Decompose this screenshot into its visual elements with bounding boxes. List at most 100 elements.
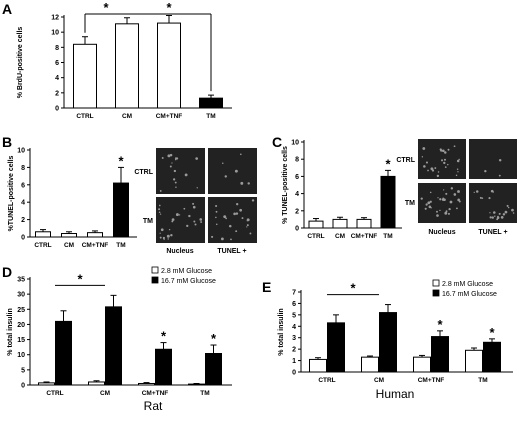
y-axis-label-b: %TUNEL-positive cells [8, 155, 15, 231]
cell-dot [443, 158, 447, 161]
bar-d-cm-s1 [105, 306, 122, 386]
x-category-label-e: CTRL [318, 377, 335, 384]
significance-star-d: * [161, 329, 167, 344]
y-axis-label-a: % BrdU-positive cells [17, 27, 24, 99]
x-category-label-e: TM [478, 377, 487, 384]
y-tick-label-d: 15 [17, 337, 25, 344]
bracket-star-e: * [350, 281, 356, 296]
cell-dot [500, 216, 504, 219]
cell-dot [159, 213, 162, 215]
chart-a: 0 2 4 6 8 10 12 % BrdU-positive cells CTRL CM CM+T… [17, 0, 232, 120]
y-tick-label-a: 8 [55, 45, 59, 52]
cell-dot [167, 154, 171, 158]
cell-dot [447, 212, 450, 215]
micrograph-b-tm-tunel [208, 197, 257, 243]
significance-star-e: * [437, 317, 443, 332]
y-tick-label-e: 2 [292, 347, 296, 354]
cell-dot [491, 216, 494, 219]
micrograph-b-ctrl-nucleus [156, 148, 205, 194]
micrograph-b-ctrl-tunel [208, 148, 257, 194]
cell-dot [225, 217, 227, 220]
micrograph-c-tm-tunel [469, 183, 517, 223]
significance-star-d: * [211, 331, 217, 346]
micrograph-c-row-tm: TM [405, 200, 415, 207]
y-tick-label-a: 6 [55, 60, 59, 67]
y-tick-label-b: 2 [21, 217, 25, 224]
cell-dot [239, 208, 243, 212]
micrograph-c-row-ctrl: CTRL [396, 157, 415, 164]
x-category-label-b: CTRL [34, 242, 51, 249]
cell-dot [228, 224, 232, 228]
micrograph-grid-c: CTRL TM Nucleus TUNEL + [396, 139, 517, 236]
y-tick-label-b: 4 [21, 200, 25, 207]
cell-dot [425, 203, 428, 206]
legend-label-e: 2.8 mM Glucose [442, 281, 493, 288]
cell-dot [171, 220, 174, 223]
cell-dot [172, 178, 176, 181]
cell-dot [233, 212, 236, 216]
cell-dot [236, 203, 239, 206]
cell-dot [496, 218, 499, 221]
cell-dot [443, 161, 446, 165]
micrograph-c-tm-nucleus [418, 183, 466, 223]
bar-b-cmtnf [87, 232, 103, 238]
cell-dot [166, 234, 170, 238]
cell-dot [158, 208, 161, 211]
x-category-label-a: CM+TNF [156, 113, 183, 120]
cell-dot [444, 166, 447, 168]
bar-c-cmtnf [356, 218, 372, 229]
y-tick-label-d: 20 [17, 322, 25, 329]
cell-dot [425, 161, 429, 164]
cell-dot [489, 216, 492, 219]
cell-dot [174, 158, 177, 161]
cell-dot [230, 238, 232, 241]
chart-b: 0 2 4 6 8 10%TUNEL-positive cells CTRL CM CM+TNF… [8, 148, 137, 249]
y-tick-label-d: 0 [21, 383, 25, 390]
chart-e: 0 1 2 3 4 5 6 7 % total insulin CTRL CM CM+TNF TM 2.8… [278, 279, 513, 384]
y-tick-label-b: 10 [17, 148, 25, 155]
bracket-star-d: * [77, 271, 83, 286]
y-tick-label-c: 2 [295, 208, 299, 215]
micrograph-b-row-tm: TM [143, 218, 153, 225]
cell-dot [458, 158, 460, 161]
cell-dot [170, 234, 173, 237]
bar-a-cmtnf [157, 22, 181, 109]
cell-dot [175, 213, 179, 217]
cell-dot [441, 149, 445, 153]
cell-dot [498, 212, 501, 215]
cell-dot [447, 163, 449, 166]
cell-dot [439, 148, 442, 151]
y-tick-label-c: 10 [291, 140, 299, 147]
cell-dot [215, 223, 218, 226]
bar-e-cmtnf-s0 [413, 356, 431, 373]
cell-dot [498, 174, 501, 177]
cell-dot [457, 171, 459, 173]
cell-dot [475, 190, 479, 193]
y-tick-label-d: 5 [21, 367, 25, 374]
bar-e-cm-s1 [379, 312, 397, 373]
cell-dot [507, 206, 510, 209]
cell-dot [159, 189, 162, 192]
bar-e-cmtnf-s1 [431, 336, 449, 373]
cell-dot [235, 212, 239, 215]
micrograph-b-row-ctrl: CTRL [134, 169, 153, 176]
x-category-label-b: CM+TNF [82, 242, 109, 249]
y-tick-label-d: 30 [17, 292, 25, 299]
cell-dot [457, 199, 460, 202]
cell-dot [424, 207, 427, 210]
x-category-label-a: CTRL [76, 113, 93, 120]
cell-dot [159, 236, 162, 239]
y-tick-label-a: 2 [55, 90, 59, 97]
cell-dot [458, 200, 461, 203]
legend-label-d: 16.7 mM Glucose [161, 278, 216, 285]
x-category-label-c: CM [335, 233, 345, 240]
cell-dot [224, 175, 227, 178]
cell-dot [235, 230, 238, 233]
y-tick-label-e: 4 [292, 324, 296, 331]
bar-d-cm-s0 [88, 381, 105, 386]
legend-label-d: 2.8 mM Glucose [161, 268, 212, 275]
cell-dot [234, 169, 238, 173]
cell-dot [246, 220, 248, 222]
bracket-star-a: * [103, 0, 109, 15]
cell-dot [489, 212, 491, 214]
